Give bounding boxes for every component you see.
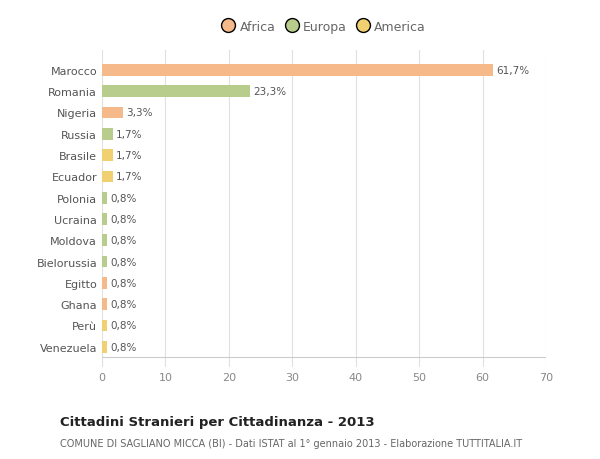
Bar — [102, 299, 107, 310]
Bar — [102, 171, 113, 183]
Bar — [102, 256, 107, 268]
Bar — [102, 192, 107, 204]
Text: Cittadini Stranieri per Cittadinanza - 2013: Cittadini Stranieri per Cittadinanza - 2… — [60, 415, 374, 428]
Text: 23,3%: 23,3% — [253, 87, 286, 97]
Text: 1,7%: 1,7% — [116, 172, 142, 182]
Text: 0,8%: 0,8% — [110, 278, 137, 288]
Legend: Africa, Europa, America: Africa, Europa, America — [217, 16, 431, 39]
Text: 0,8%: 0,8% — [110, 236, 137, 246]
Bar — [102, 107, 123, 119]
Bar — [102, 150, 113, 162]
Text: 0,8%: 0,8% — [110, 321, 137, 330]
Text: 0,8%: 0,8% — [110, 257, 137, 267]
Bar — [102, 341, 107, 353]
Text: 0,8%: 0,8% — [110, 342, 137, 352]
Bar — [102, 65, 493, 77]
Text: 1,7%: 1,7% — [116, 129, 142, 140]
Bar — [102, 213, 107, 225]
Text: 0,8%: 0,8% — [110, 299, 137, 309]
Text: 0,8%: 0,8% — [110, 214, 137, 224]
Text: 61,7%: 61,7% — [497, 66, 530, 76]
Bar — [102, 277, 107, 289]
Text: COMUNE DI SAGLIANO MICCA (BI) - Dati ISTAT al 1° gennaio 2013 - Elaborazione TUT: COMUNE DI SAGLIANO MICCA (BI) - Dati IST… — [60, 438, 522, 448]
Bar — [102, 235, 107, 246]
Bar — [102, 320, 107, 331]
Text: 3,3%: 3,3% — [126, 108, 152, 118]
Bar — [102, 129, 113, 140]
Bar — [102, 86, 250, 98]
Text: 0,8%: 0,8% — [110, 193, 137, 203]
Text: 1,7%: 1,7% — [116, 151, 142, 161]
